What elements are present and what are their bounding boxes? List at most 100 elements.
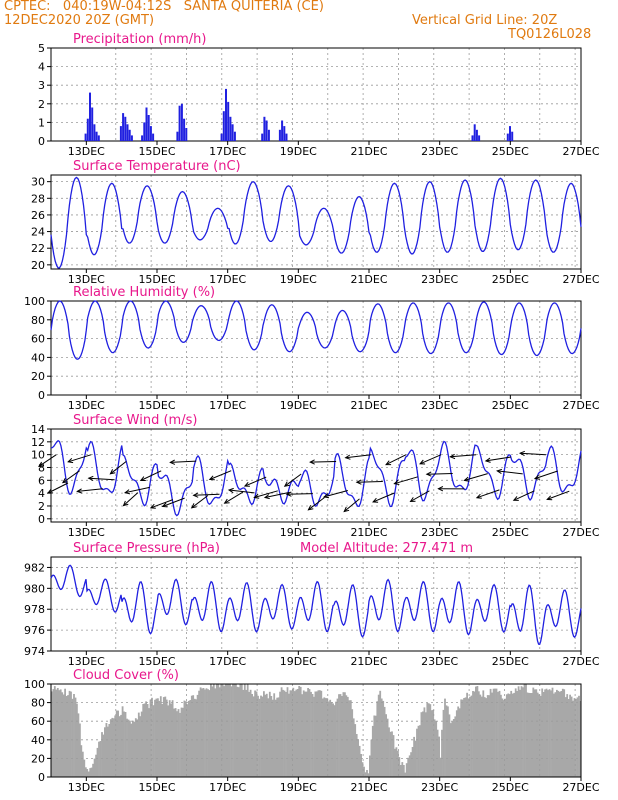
- cloud-bar: [558, 691, 561, 777]
- wind-vector: [264, 491, 290, 498]
- cloud-bar: [427, 703, 430, 777]
- y-tick-label: 20: [31, 259, 45, 272]
- cloud-bar: [120, 714, 122, 777]
- precip-bar: [233, 131, 236, 141]
- cloud-bar: [299, 686, 302, 777]
- cloud-bar: [544, 689, 546, 777]
- precip-bar: [176, 131, 179, 141]
- cloud-bar: [410, 752, 412, 777]
- panel-title: Surface Wind (m/s): [73, 413, 197, 428]
- cloud-bar: [274, 699, 277, 777]
- precip-bar: [149, 126, 152, 141]
- cloud-bar: [561, 688, 564, 777]
- cloud-bar: [373, 715, 376, 777]
- cloud-bar: [137, 712, 140, 777]
- wind-vector: [193, 493, 220, 496]
- cloud-bar: [240, 684, 243, 777]
- precip-bar: [509, 126, 511, 141]
- cloud-bar: [186, 704, 189, 777]
- cloud-bar: [93, 758, 96, 777]
- cloud-bar: [519, 689, 521, 777]
- cloud-bar: [127, 719, 130, 777]
- y-tick-label: 2: [38, 98, 45, 111]
- run-time: 12DEC2020 20Z (GMT): [4, 13, 155, 28]
- cloud-bar: [211, 686, 214, 777]
- x-tick-label: 23DEC: [421, 526, 458, 539]
- cloud-bar: [354, 724, 357, 777]
- cloud-bar: [118, 716, 121, 777]
- cloud-bar: [123, 711, 125, 777]
- panel-title: Cloud Cover (%): [73, 668, 179, 683]
- y-tick-label: 14: [31, 423, 45, 436]
- y-tick-label: 8: [38, 461, 45, 474]
- x-tick-label: 15DEC: [138, 145, 175, 158]
- x-tick-label: 13DEC: [68, 399, 105, 412]
- cloud-bar: [335, 701, 337, 777]
- cloud-bar: [174, 708, 177, 777]
- cloud-bar: [476, 686, 479, 777]
- cloud-bar: [263, 691, 265, 777]
- cloud-bar: [401, 762, 404, 777]
- cloud-bar: [139, 716, 142, 777]
- y-tick-label: 80: [31, 314, 45, 327]
- cloud-bar: [168, 700, 171, 777]
- cloud-bar: [157, 698, 159, 777]
- cloud-bar: [198, 690, 200, 777]
- precip-bar: [119, 126, 122, 141]
- cloud-bar: [162, 697, 165, 777]
- cloud-bar: [576, 697, 579, 777]
- cloud-bar: [447, 706, 449, 777]
- cloud-bar: [92, 763, 94, 777]
- wind-vector: [110, 461, 127, 475]
- cloud-bar: [76, 703, 78, 777]
- cloud-bar: [59, 689, 62, 777]
- station-info: CPTEC: 040:19W-04:12S SANTA QUITERIA (CE…: [4, 0, 324, 14]
- x-tick-label: 25DEC: [492, 145, 529, 158]
- cloud-bar: [344, 692, 346, 777]
- cloud-bar: [212, 684, 215, 777]
- cloud-bar: [293, 691, 296, 777]
- model-altitude: Model Altitude: 277.471 m: [300, 541, 473, 556]
- panel-title: Precipitation (mm/h): [73, 32, 206, 47]
- y-tick-label: 12: [31, 436, 45, 449]
- cloud-bar: [483, 697, 486, 777]
- cloud-bar: [149, 699, 152, 777]
- panel-frame: [50, 428, 582, 523]
- wind-arrowhead: [139, 476, 146, 481]
- cloud-bar: [572, 700, 574, 777]
- cloud-bar: [517, 686, 520, 777]
- cloud-bar: [255, 691, 258, 777]
- cloud-bar: [399, 765, 402, 777]
- cloud-bar: [349, 700, 352, 777]
- cloud-bar: [210, 684, 212, 777]
- cloud-bar: [482, 690, 485, 777]
- precip-bar: [91, 107, 94, 141]
- cloud-bar: [397, 750, 399, 777]
- cloud-bar: [564, 697, 567, 777]
- cloud-bar: [67, 695, 69, 777]
- wind-arrowhead: [475, 493, 482, 499]
- cloud-bar: [348, 700, 351, 777]
- x-tick-label: 21DEC: [350, 655, 387, 668]
- cloud-bar: [283, 690, 286, 777]
- cloud-bar: [53, 686, 56, 777]
- cloud-bar: [51, 691, 53, 777]
- cloud-bar: [371, 725, 374, 777]
- cloud-bar: [187, 700, 190, 777]
- cloud-bar: [108, 724, 111, 777]
- y-tick-label: 3: [38, 79, 45, 92]
- x-tick-label: 23DEC: [421, 781, 458, 794]
- cloud-bar: [448, 714, 451, 777]
- cloud-bar: [86, 769, 89, 777]
- precip-bar: [93, 124, 96, 141]
- cloud-bar: [264, 694, 267, 777]
- wind-arrowhead: [61, 477, 68, 484]
- cloud-bar: [81, 751, 84, 777]
- y-tick-label: 0: [38, 513, 45, 526]
- cloud-bar: [573, 698, 576, 777]
- wind-arrowhead: [253, 493, 260, 499]
- cloud-bar: [430, 710, 433, 777]
- cloud-bar: [104, 727, 106, 777]
- cloud-bar: [402, 765, 405, 777]
